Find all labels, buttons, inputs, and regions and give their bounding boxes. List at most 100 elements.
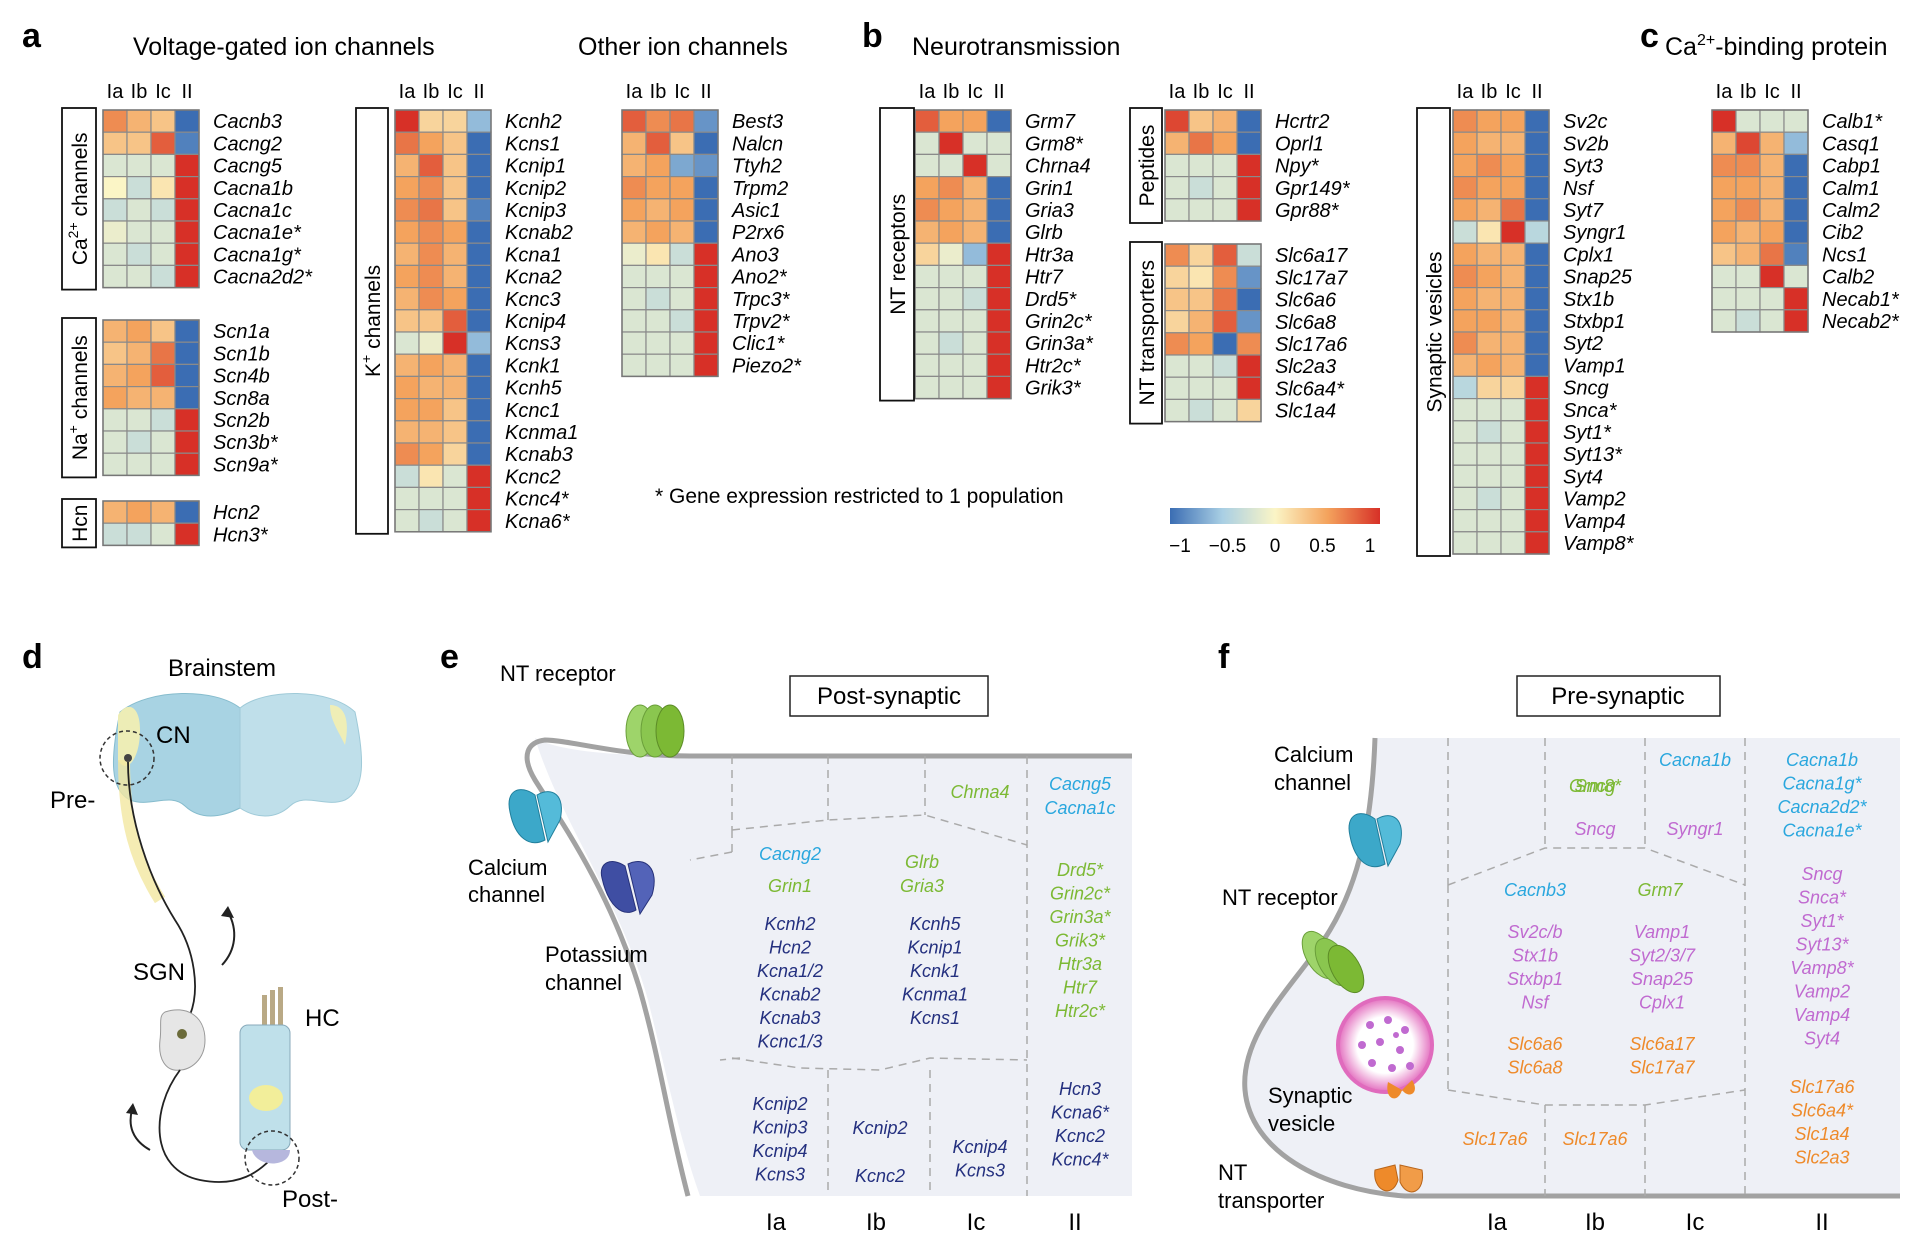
heatmap-cell xyxy=(102,242,128,266)
pre-synaptic-title: Pre-synaptic xyxy=(1551,683,1684,710)
heatmap-cell xyxy=(938,375,964,400)
heatmap-cell xyxy=(174,176,200,200)
gene-label: Sv2b xyxy=(1563,133,1609,155)
group-label: K+ channels xyxy=(358,265,385,377)
heatmap-cell xyxy=(962,242,988,266)
heatmap-cell xyxy=(394,198,420,222)
colorbar-gradient xyxy=(1170,508,1380,524)
heatmap-cell xyxy=(418,442,444,466)
gene-text: Slc17a6 xyxy=(1789,1077,1855,1097)
heatmap-cell xyxy=(645,309,671,333)
gene-label: Htr2c* xyxy=(1025,355,1082,377)
column-header: Ic xyxy=(155,81,171,103)
heatmap-cell xyxy=(442,109,468,133)
gene-label: Ano2* xyxy=(731,267,788,289)
heatmap-cell xyxy=(102,264,128,289)
heatmap-cell xyxy=(1759,198,1785,222)
heatmap-cell xyxy=(466,153,492,178)
column-header: II xyxy=(1790,81,1801,103)
panel-letter-e: e xyxy=(440,638,459,676)
label-calcium-channel-f-2: channel xyxy=(1274,770,1351,795)
gene-text: Gria3 xyxy=(900,876,944,896)
heatmap-cell xyxy=(621,109,647,133)
gene-text: Glrb xyxy=(905,852,939,872)
heatmap-cell xyxy=(1476,287,1502,311)
heatmap-cell xyxy=(1500,198,1526,222)
heatmap-cell xyxy=(394,109,420,133)
gene-label: Cacnb3 xyxy=(213,111,282,133)
heatmap-cell xyxy=(938,353,964,378)
heatmap-cell xyxy=(1711,109,1737,133)
heatmap-cell xyxy=(1476,509,1502,533)
label-calcium-channel-e-1: Calcium xyxy=(468,855,547,880)
heatmap-cell xyxy=(442,420,468,444)
heatmap-cell xyxy=(126,198,152,222)
heatmap-cell xyxy=(938,287,964,311)
gene-text: Kcnip4 xyxy=(752,1141,807,1161)
heatmap-cell xyxy=(466,176,492,200)
heatmap-cell xyxy=(1164,376,1190,401)
heatmap-cell xyxy=(442,353,468,378)
column-label: Ib xyxy=(866,1209,886,1236)
post-synapse-circle xyxy=(244,1130,300,1186)
group-bracket xyxy=(355,107,389,535)
heatmap-cell xyxy=(126,109,152,133)
gene-label: Cplx1 xyxy=(1563,244,1614,266)
heatmap-cell xyxy=(466,131,492,155)
gene-text: Stxbp1 xyxy=(1507,969,1563,989)
heatmap-cell xyxy=(1212,265,1238,290)
gene-text: Kcnip3 xyxy=(752,1118,807,1138)
heatmap-cell xyxy=(1236,153,1262,178)
heatmap-cell xyxy=(1759,131,1785,155)
gene-label: Piezo2* xyxy=(732,355,802,377)
column-header: Ic xyxy=(447,81,463,103)
column-header: Ia xyxy=(1169,81,1187,103)
cochlear-nucleus-right xyxy=(330,705,347,745)
heatmap-cell xyxy=(394,153,420,178)
gene-label: Calm2 xyxy=(1822,200,1880,222)
colorbar-tick: 1 xyxy=(1365,536,1376,557)
gene-label: Slc17a6 xyxy=(1275,334,1348,356)
gene-label: Kcnc1 xyxy=(505,400,561,422)
heatmap-cell xyxy=(1476,398,1502,422)
gene-label: Cacna2d2* xyxy=(213,267,313,289)
gene-label: Vamp1 xyxy=(1563,355,1626,377)
heatmap-cell xyxy=(1783,220,1809,244)
colorbar-tick: −1 xyxy=(1169,536,1191,557)
heatmap-cell xyxy=(1759,176,1785,200)
gene-text: Slc17a6 xyxy=(1462,1129,1528,1149)
heatmap-cell xyxy=(174,220,200,244)
heatmap-cell xyxy=(986,109,1012,133)
heatmap-cell xyxy=(1476,375,1502,400)
gene-label: Cacng5 xyxy=(213,156,283,178)
gene-label: Kcna6* xyxy=(505,511,571,533)
heatmap-cell xyxy=(1759,287,1785,311)
gene-label: Cacna1c xyxy=(213,200,292,222)
gene-text: Stx1b xyxy=(1512,946,1558,966)
heatmap-cell xyxy=(1236,354,1262,378)
heatmap-cell xyxy=(986,309,1012,333)
heatmap-cell xyxy=(1711,220,1737,244)
heatmap-cell xyxy=(442,242,468,266)
gene-text: Grm8* xyxy=(1569,776,1622,796)
gene-text: Syt1* xyxy=(1800,911,1844,931)
heatmap-cell xyxy=(1452,242,1478,266)
heatmap-cell xyxy=(1524,309,1550,333)
heatmap-cell xyxy=(1236,398,1262,423)
gene-text: Sv2c/b xyxy=(1507,922,1562,942)
heatmap-cell xyxy=(174,264,200,289)
heatmap-cell xyxy=(1759,264,1785,289)
gene-text: Kcnh2 xyxy=(764,914,815,934)
heatmap-cell xyxy=(1476,464,1502,489)
heatmap-cell xyxy=(418,198,444,222)
heatmap-cell xyxy=(442,153,468,178)
heatmap-cell xyxy=(150,220,176,244)
group-bracket xyxy=(61,498,97,549)
heatmap-cell xyxy=(669,331,695,355)
gene-label: Clic1* xyxy=(732,333,785,355)
heatmap-cell xyxy=(962,264,988,289)
gene-label: Sncg xyxy=(1563,378,1609,400)
heatmap-cell xyxy=(1735,176,1761,200)
column-header: Ic xyxy=(967,81,983,103)
